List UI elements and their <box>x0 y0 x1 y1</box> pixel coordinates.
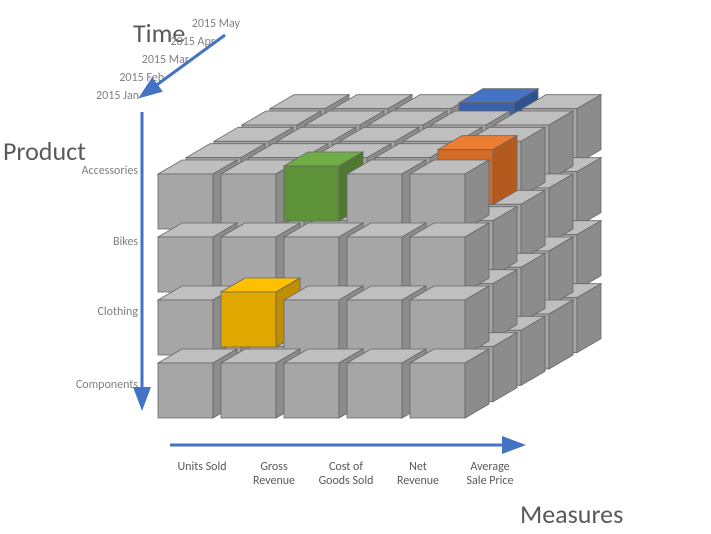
measures-arrow <box>0 0 711 534</box>
